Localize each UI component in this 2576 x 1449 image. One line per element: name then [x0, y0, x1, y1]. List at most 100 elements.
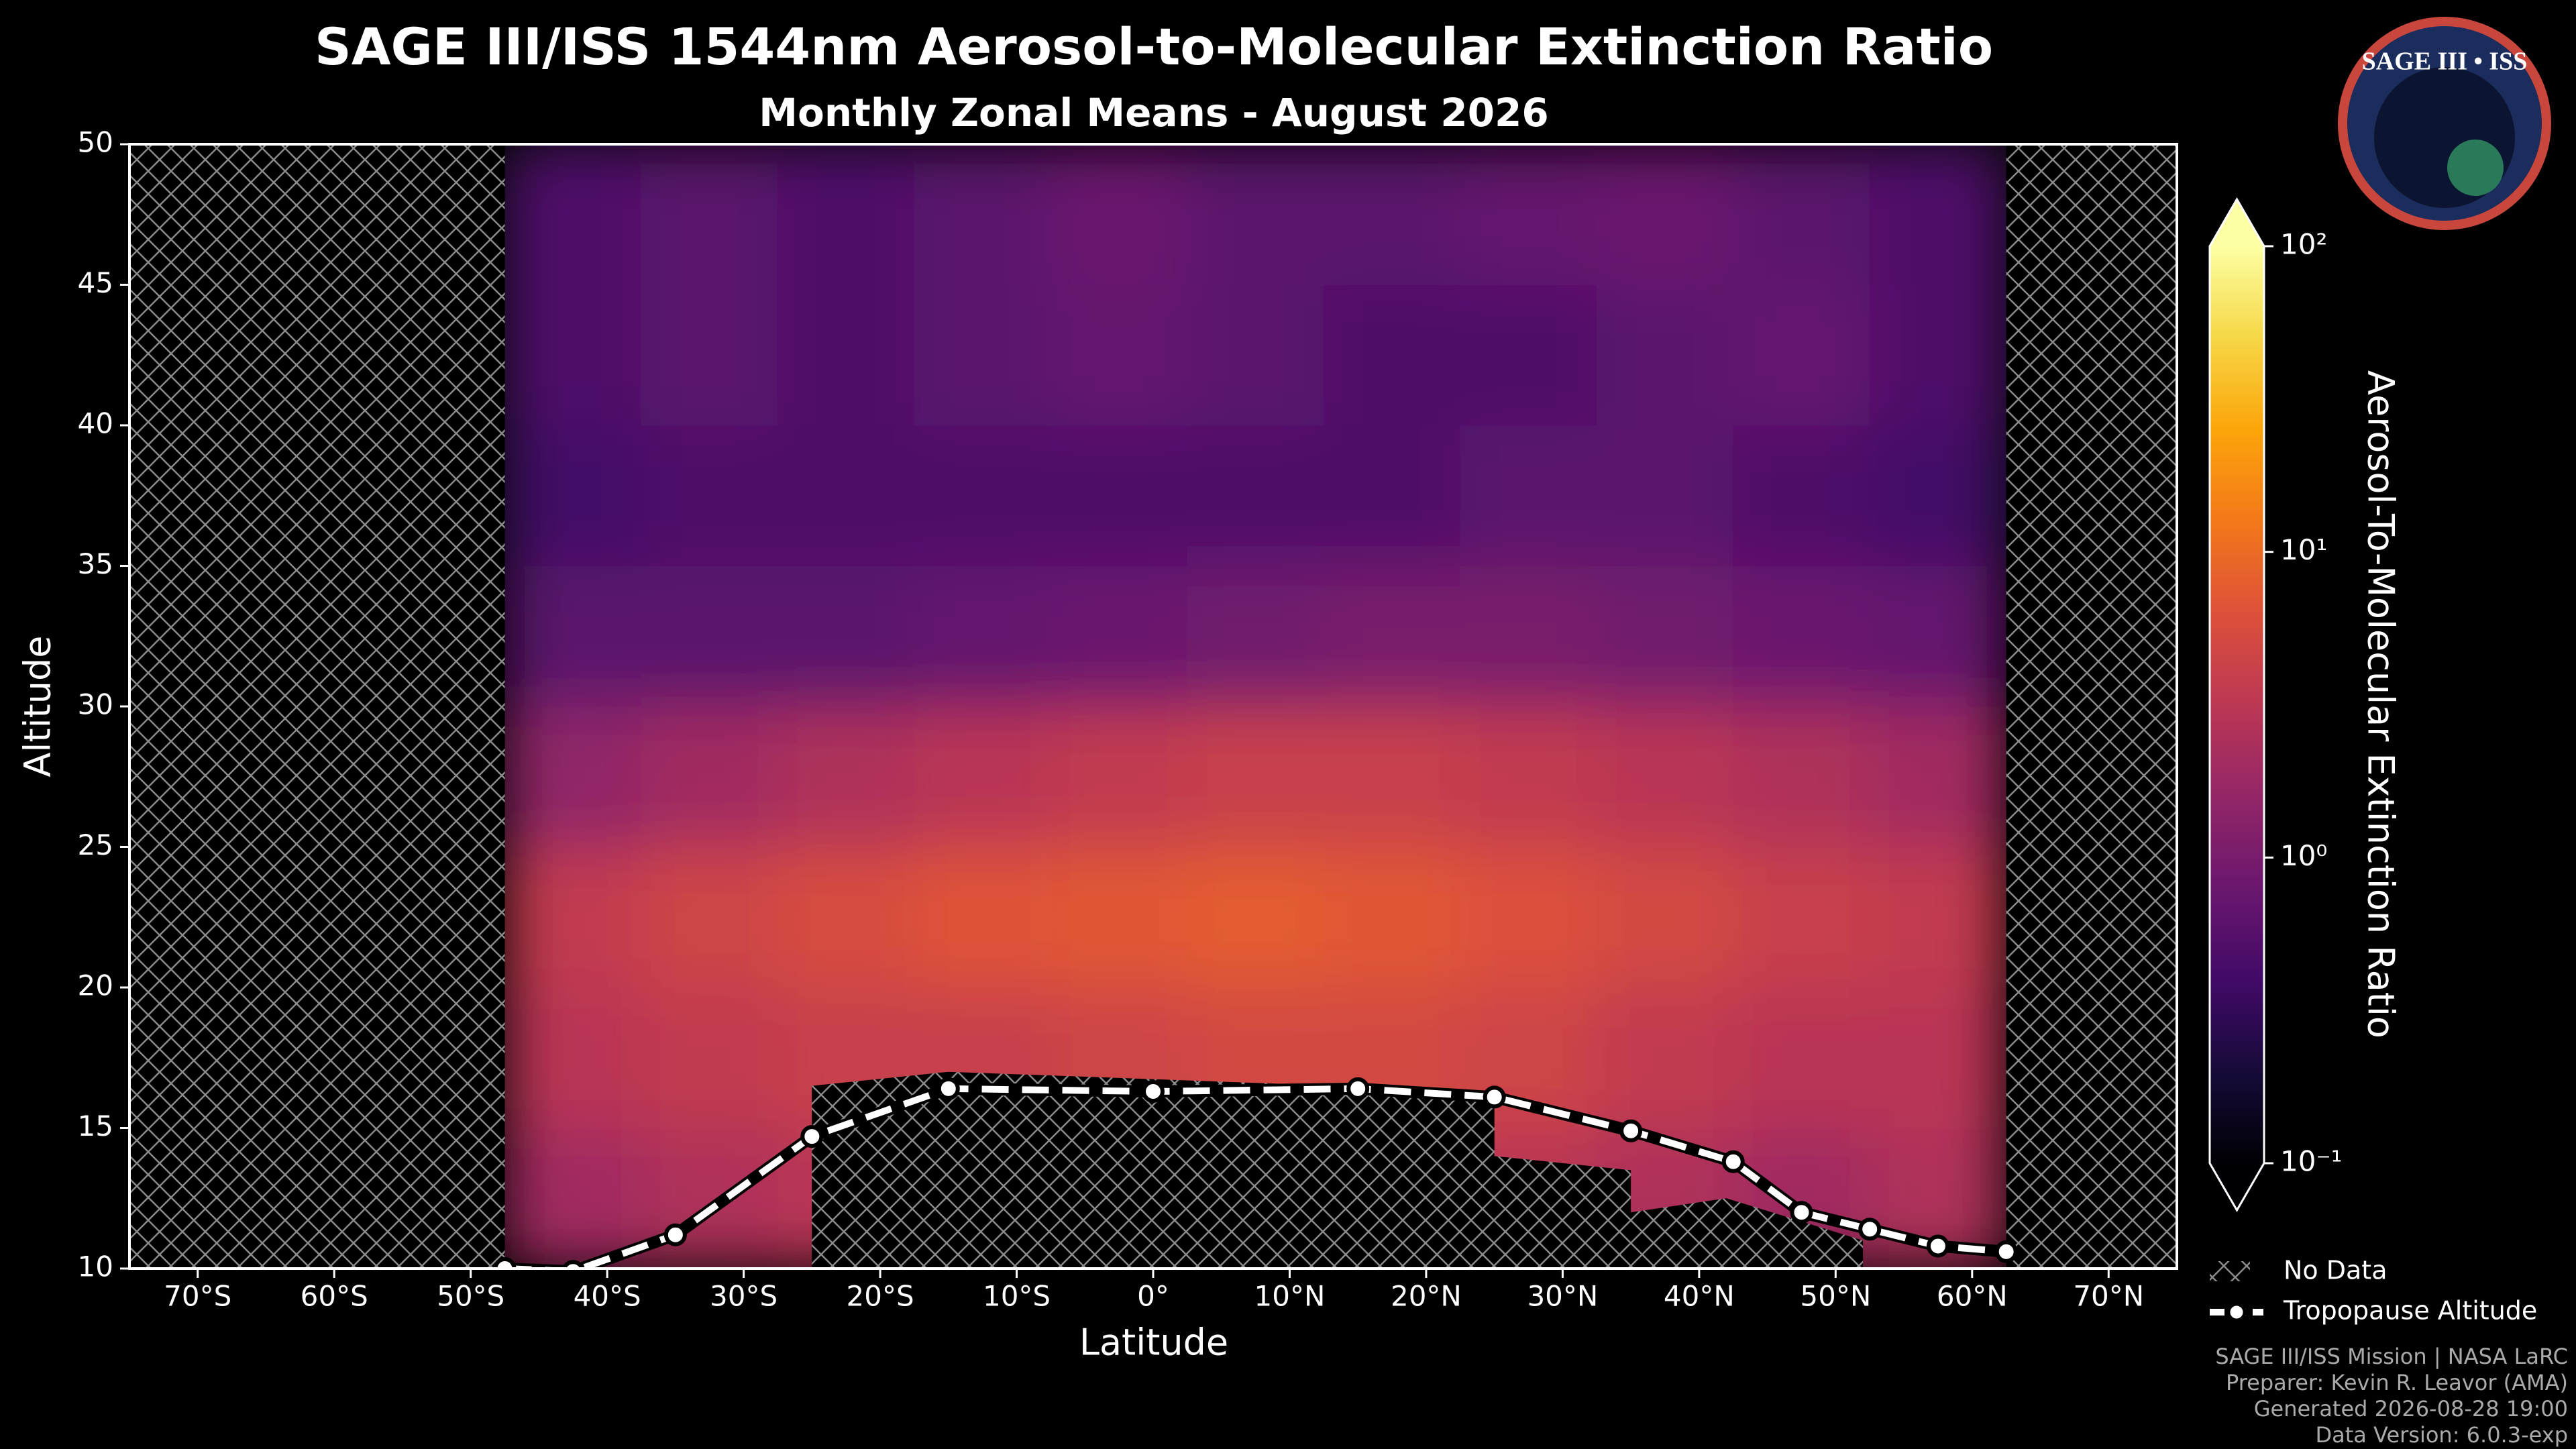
- field-cell: [1187, 284, 1324, 426]
- chart-title: SAGE III/ISS 1544nm Aerosol-to-Molecular…: [315, 17, 1993, 76]
- tropopause-point: [1858, 1218, 1882, 1241]
- field-cell: [1187, 425, 1324, 566]
- logo-earth: [2447, 140, 2504, 196]
- x-tick-label: 50°S: [437, 1280, 504, 1313]
- field-cell: [914, 284, 1051, 426]
- field-cell: [1869, 425, 2007, 566]
- x-tick-label: 10°S: [983, 1280, 1051, 1313]
- tropopause-point: [1346, 1077, 1370, 1100]
- x-tick-label: 60°N: [1937, 1280, 2008, 1313]
- chart-subtitle: Monthly Zonal Means - August 2026: [759, 90, 1548, 136]
- field-cell: [777, 847, 915, 988]
- field-cell: [1050, 425, 1188, 566]
- field-cell: [1050, 284, 1188, 426]
- field-cell: [914, 144, 1051, 285]
- field-cell: [504, 706, 642, 847]
- y-tick-label: 25: [78, 828, 113, 861]
- y-tick-label: 15: [78, 1110, 113, 1142]
- field-cell: [1596, 987, 1734, 1128]
- tropopause-point: [663, 1223, 687, 1246]
- field: [504, 144, 2007, 1269]
- field-cell: [1050, 144, 1188, 285]
- field-cell: [1460, 706, 1597, 847]
- legend: No Data Tropopause Altitude: [2210, 1256, 2537, 1326]
- field-cell: [641, 425, 778, 566]
- field-cell: [1869, 706, 2007, 847]
- no-data-region: [2006, 144, 2177, 1269]
- field-cell: [641, 706, 778, 847]
- y-tick-label: 45: [78, 266, 113, 299]
- field-cell: [641, 284, 778, 426]
- field-cell: [1460, 847, 1597, 988]
- field-cell: [1460, 144, 1597, 285]
- field-cell: [1596, 566, 1734, 707]
- footer-line: SAGE III/ISS Mission | NASA LaRC: [2215, 1344, 2568, 1369]
- field-cell: [1733, 566, 1870, 707]
- legend-label: Tropopause Altitude: [2283, 1296, 2537, 1326]
- field-cell: [641, 566, 778, 707]
- legend-label: No Data: [2284, 1256, 2387, 1285]
- tropopause-line: [504, 1085, 2007, 1269]
- tropopause-point: [1926, 1234, 1949, 1258]
- tropopause-point: [800, 1125, 824, 1148]
- x-tick-label: 60°S: [301, 1280, 368, 1313]
- x-axis-label: Latitude: [1079, 1322, 1228, 1364]
- field-cell: [1869, 566, 2007, 707]
- field-cell: [1869, 987, 2007, 1128]
- field-cell: [1596, 847, 1734, 988]
- field-cell: [1460, 284, 1597, 426]
- legend-swatch-nodata: [2210, 1261, 2250, 1281]
- tropopause-point: [1994, 1240, 2018, 1263]
- field-cell: [1733, 847, 1870, 988]
- field-cell: [504, 425, 642, 566]
- logo: SAGE III • ISS: [2338, 17, 2551, 230]
- x-tick-label: 50°N: [1800, 1280, 1871, 1313]
- tropopause-point: [1142, 1080, 1165, 1104]
- field-cell: [1187, 144, 1324, 285]
- field-cell: [1187, 847, 1324, 988]
- field-cell: [641, 144, 778, 285]
- field-cell: [641, 847, 778, 988]
- x-tick-label: 70°S: [164, 1280, 231, 1313]
- tropopause-point: [1790, 1201, 1813, 1224]
- colorbar-tick-label: 10²: [2280, 228, 2327, 261]
- field-cell: [1323, 425, 1461, 566]
- footer-line: Preparer: Kevin R. Leavor (AMA): [2226, 1370, 2568, 1395]
- field-cell: [1733, 987, 1870, 1128]
- tropopause-point: [1483, 1085, 1506, 1109]
- y-tick-label: 50: [78, 126, 113, 159]
- colorbar-tick-label: 10⁻¹: [2280, 1145, 2342, 1178]
- x-tick-label: 30°N: [1527, 1280, 1598, 1313]
- field-cell: [1323, 566, 1461, 707]
- field-cell: [504, 144, 642, 285]
- field-cell: [777, 284, 915, 426]
- y-tick-label: 20: [78, 969, 113, 1002]
- field-cell: [641, 1128, 778, 1269]
- field-cell: [914, 847, 1051, 988]
- field-cell: [1869, 847, 2007, 988]
- tropopause-point: [561, 1260, 584, 1269]
- footer-line: Data Version: 6.0.3-exp: [2315, 1422, 2568, 1448]
- colorbar-extend-bottom: [2210, 1163, 2264, 1210]
- colorbar-label: Aerosol-To-Molecular Extinction Ratio: [2359, 370, 2402, 1038]
- footer-line: Generated 2026-08-28 19:00: [2254, 1396, 2568, 1421]
- field-cell: [1460, 566, 1597, 707]
- field-cell: [914, 566, 1051, 707]
- field-cell: [1596, 706, 1734, 847]
- field-cell: [1869, 144, 2007, 285]
- field-cell: [914, 706, 1051, 847]
- field-cell: [1596, 144, 1734, 285]
- field-cell: [777, 566, 915, 707]
- plot-area: [129, 144, 2177, 1269]
- x-tick-label: 20°S: [847, 1280, 914, 1313]
- field-cell: [1323, 144, 1461, 285]
- field-cell: [1050, 847, 1188, 988]
- field-cell: [504, 847, 642, 988]
- x-tick-label: 30°S: [710, 1280, 777, 1313]
- field-cell: [1733, 284, 1870, 426]
- field-cell: [1050, 566, 1188, 707]
- x-tick-label: 70°N: [2073, 1280, 2144, 1313]
- field-cell: [1596, 284, 1734, 426]
- field-cell: [641, 987, 778, 1128]
- x-tick-label: 20°N: [1391, 1280, 1462, 1313]
